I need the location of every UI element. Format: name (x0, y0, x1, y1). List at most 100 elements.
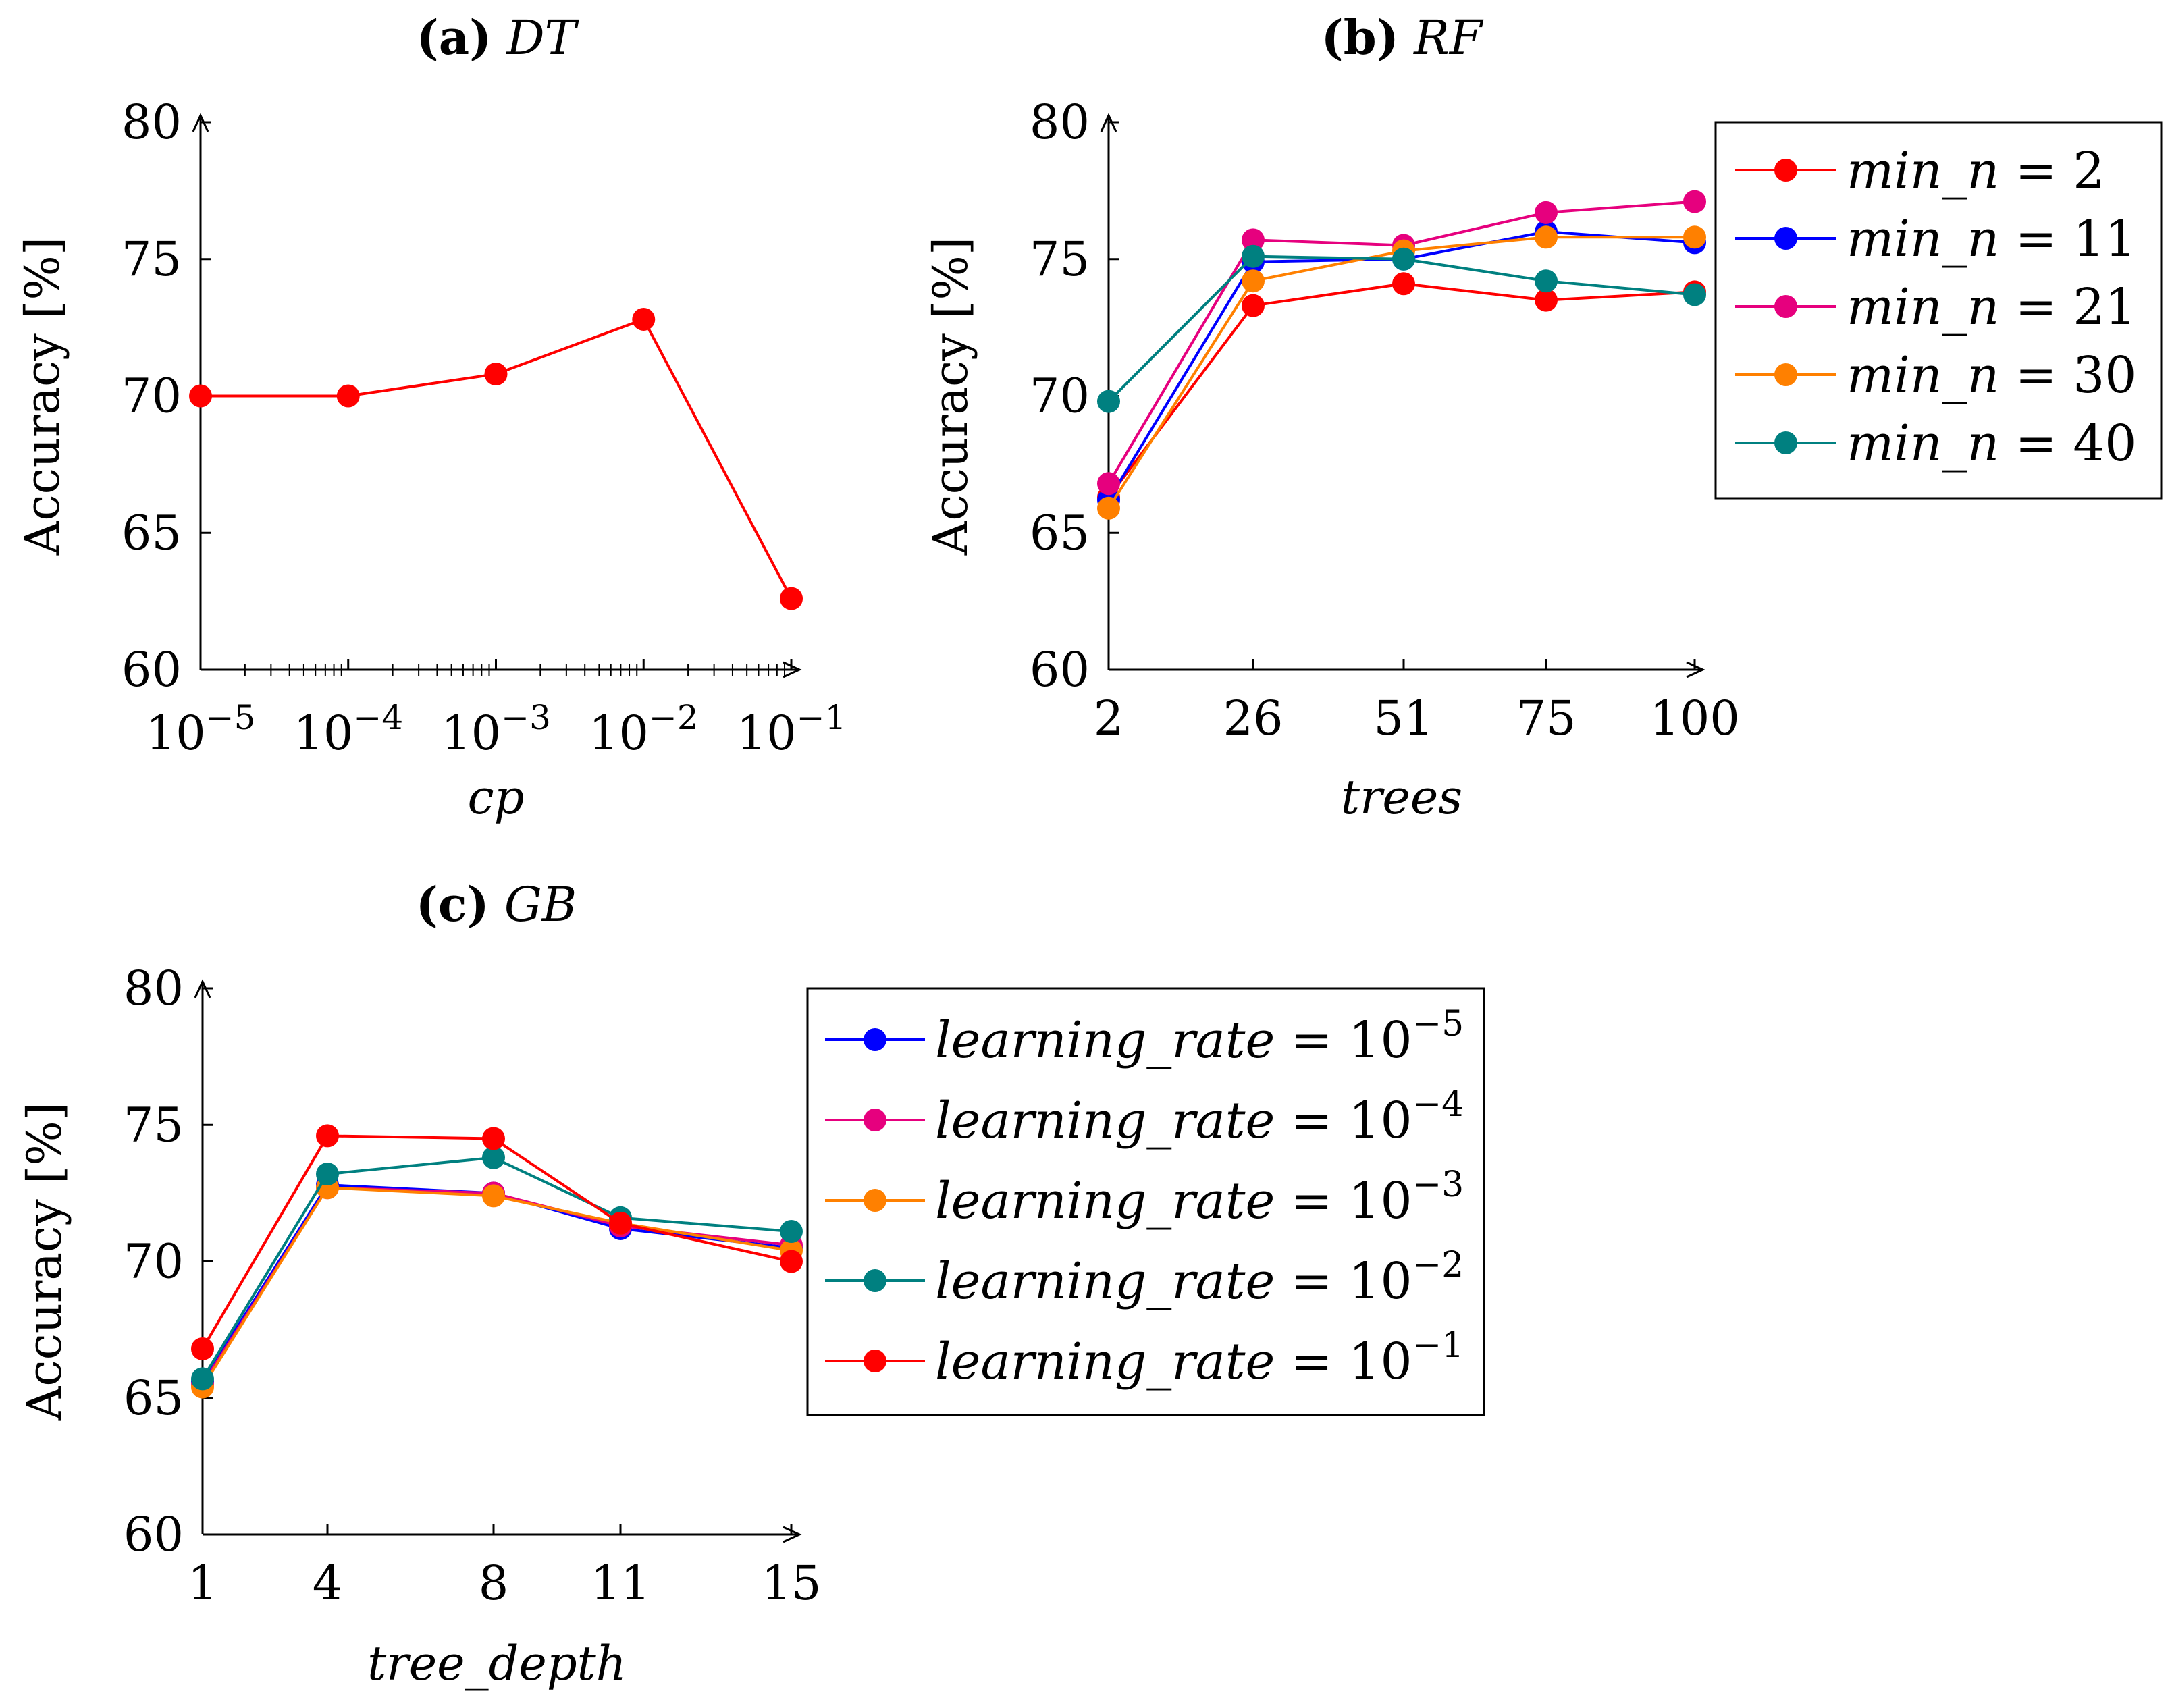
chart-title: (c) GB (416, 876, 577, 932)
legend-prefix: learning_rate = (935, 1333, 1348, 1391)
series-line (201, 1183, 792, 1383)
chart-title: (a) DT (417, 9, 579, 65)
data-point (336, 384, 360, 408)
x-tick-base: 10 (146, 705, 206, 761)
y-axis-title: Accuracy [%] (15, 237, 70, 556)
data-point (1392, 247, 1415, 271)
legend-base: 10 (1348, 1092, 1412, 1150)
y-axis-arrow (194, 979, 211, 998)
legend-label: learning_rate = 10−2 (935, 1245, 1464, 1310)
y-tick-label: 70 (1030, 369, 1090, 424)
legend-value: 21 (2073, 278, 2136, 336)
legend-entry: learning_rate = 10−4 (825, 1084, 1464, 1150)
data-point (191, 1367, 214, 1391)
legend-prefix: learning_rate = (935, 1172, 1348, 1230)
series-line (201, 1186, 792, 1385)
series-0 (1097, 272, 1706, 509)
legend-entry: learning_rate = 10−1 (825, 1325, 1464, 1391)
y-tick-label: 80 (1030, 95, 1090, 150)
legend-marker (864, 1350, 886, 1372)
series-4 (191, 1124, 803, 1360)
y-axis-arrow (192, 113, 209, 132)
x-axis-title: cp (467, 770, 524, 825)
legend-exponent: −1 (1412, 1325, 1464, 1366)
legend-label: min_n = 40 (1847, 415, 2136, 473)
legend-exponent: −3 (1412, 1165, 1464, 1205)
data-point (780, 587, 803, 610)
legend-label: learning_rate = 10−3 (935, 1165, 1464, 1230)
y-axis-title: Accuracy [%] (17, 1102, 72, 1421)
x-tick-label: 10−5 (146, 698, 256, 761)
y-tick-label: 60 (124, 1507, 184, 1562)
legend-label: learning_rate = 10−1 (935, 1325, 1464, 1391)
series-line (201, 317, 793, 599)
legend-base: 10 (1348, 1172, 1412, 1230)
data-point (1242, 244, 1265, 268)
chart-title-prefix: (c) (416, 876, 489, 932)
legend-marker (864, 1109, 886, 1131)
data-point (1242, 269, 1265, 293)
x-tick-label: 10−3 (441, 698, 551, 761)
legend-entry: min_n = 2 (1735, 142, 2104, 200)
data-point (482, 1146, 505, 1169)
legend-entry: learning_rate = 10−5 (825, 1004, 1464, 1069)
x-axis-arrow (783, 661, 802, 678)
legend-marker (1774, 363, 1797, 386)
y-tick-label: 65 (124, 1370, 184, 1426)
legend-value: 11 (2073, 210, 2136, 268)
legend-marker (864, 1269, 886, 1292)
x-axis-title: tree_depth (367, 1636, 627, 1691)
data-point (780, 1220, 803, 1244)
data-point (1535, 288, 1558, 312)
x-tick-exponent: −2 (649, 698, 699, 737)
legend-entry: min_n = 21 (1735, 278, 2136, 336)
x-axis-arrow (1686, 661, 1705, 678)
chart-title-name: RF (1412, 10, 1484, 65)
legend-label: min_n = 11 (1847, 210, 2136, 268)
data-point (1097, 390, 1120, 413)
chart-gb: (c) GB 60 65 70 75 80 1 4 8 11 15 Accuracy [%] tree_… (17, 876, 1485, 1691)
y-tick-label: 70 (122, 369, 182, 424)
y-tick-label: 75 (122, 232, 182, 287)
legend-entry: learning_rate = 10−3 (825, 1165, 1464, 1230)
series-0 (189, 307, 803, 610)
legend-exponent: −4 (1412, 1084, 1464, 1125)
data-point (189, 384, 212, 408)
x-tick-label: 1 (188, 1555, 218, 1611)
data-point (1683, 225, 1706, 249)
x-tick-exponent: −4 (353, 698, 403, 737)
legend-prefix: min_n = (1847, 346, 2073, 404)
legend-prefix: learning_rate = (935, 1092, 1348, 1150)
x-axis-arrow (783, 1526, 802, 1543)
series-3 (191, 1146, 803, 1391)
data-point (1535, 201, 1558, 224)
data-point (632, 307, 656, 331)
x-tick-label: 15 (761, 1555, 821, 1611)
legend-prefix: learning_rate = (935, 1011, 1348, 1069)
legend-marker (1774, 227, 1797, 250)
legend-marker (1774, 431, 1797, 454)
x-tick-label: 75 (1516, 691, 1576, 746)
series-line (1107, 230, 1695, 501)
series-1 (191, 1176, 803, 1396)
legend-prefix: min_n = (1847, 415, 2073, 473)
legend-marker (1774, 295, 1797, 318)
data-point (1683, 190, 1706, 213)
data-point (482, 1184, 505, 1208)
x-tick-base: 10 (737, 705, 797, 761)
chart-title-prefix: (a) (417, 9, 492, 65)
legend-label: min_n = 30 (1847, 346, 2136, 404)
legend-entry: min_n = 30 (1735, 346, 2136, 404)
legend-base: 10 (1348, 1011, 1412, 1069)
series-line (201, 1186, 792, 1388)
x-tick-base: 10 (441, 705, 501, 761)
legend-value: 40 (2073, 415, 2136, 473)
legend-marker (864, 1028, 886, 1051)
x-tick-label: 100 (1649, 691, 1740, 746)
data-point (191, 1337, 214, 1360)
x-tick-label: 10−2 (589, 698, 699, 761)
data-point (316, 1124, 339, 1148)
legend-entry: min_n = 11 (1735, 210, 2136, 268)
legend-label: learning_rate = 10−4 (935, 1084, 1464, 1150)
